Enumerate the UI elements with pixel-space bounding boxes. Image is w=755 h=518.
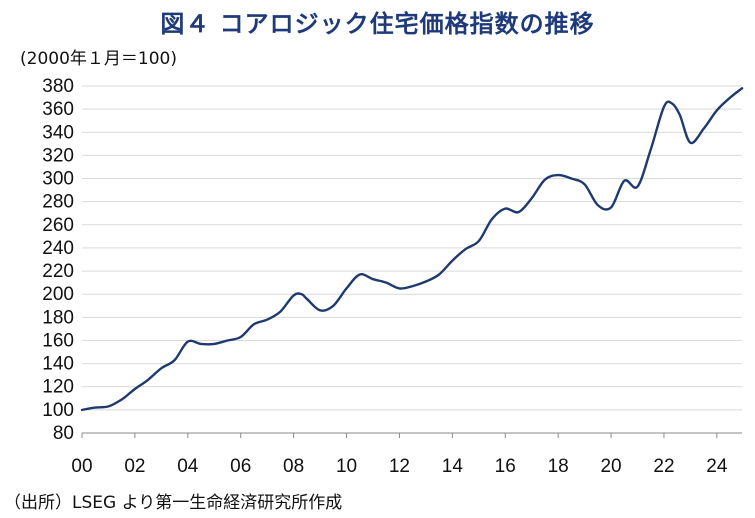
- y-tick-label: 360: [42, 99, 74, 120]
- gridlines: [82, 85, 742, 434]
- y-tick-label: 320: [42, 145, 74, 166]
- x-tick-label: 14: [442, 456, 464, 477]
- x-tick-label: 10: [336, 456, 357, 477]
- y-tick-label: 300: [42, 169, 74, 190]
- y-tick-label: 380: [42, 76, 74, 97]
- y-tick-label: 100: [42, 400, 74, 421]
- y-axis-unit-label: (2000年１月＝100): [20, 49, 177, 69]
- x-tick-label: 20: [600, 456, 621, 477]
- x-axis-ticks: 00 02 04 06 08 10 12 14 16 18 20 22 24: [71, 433, 728, 477]
- y-tick-label: 340: [42, 122, 74, 143]
- y-tick-label: 260: [42, 215, 74, 236]
- chart-title: 図４ コアロジック住宅価格指数の推移: [160, 10, 595, 38]
- x-tick-label: 22: [653, 456, 674, 477]
- y-tick-label: 240: [42, 238, 74, 259]
- source-note: （出所）LSEG より第一生命経済研究所作成: [4, 493, 343, 513]
- y-tick-label: 140: [42, 354, 74, 375]
- x-tick-label: 18: [548, 456, 569, 477]
- x-tick-label: 04: [177, 456, 199, 477]
- x-tick-label: 12: [389, 456, 410, 477]
- x-tick-label: 02: [124, 456, 145, 477]
- y-tick-label: 280: [42, 192, 74, 213]
- y-tick-label: 220: [42, 261, 74, 282]
- y-tick-label: 180: [42, 307, 74, 328]
- x-tick-label: 16: [495, 456, 516, 477]
- y-tick-label: 120: [42, 377, 74, 398]
- x-tick-label: 24: [706, 456, 728, 477]
- x-tick-label: 06: [230, 456, 251, 477]
- y-tick-label: 200: [42, 284, 74, 305]
- series-line: [80, 87, 744, 412]
- x-tick-label: 00: [71, 456, 92, 477]
- y-tick-label: 80: [53, 423, 74, 444]
- x-tick-label: 08: [283, 456, 304, 477]
- y-tick-label: 160: [42, 330, 74, 351]
